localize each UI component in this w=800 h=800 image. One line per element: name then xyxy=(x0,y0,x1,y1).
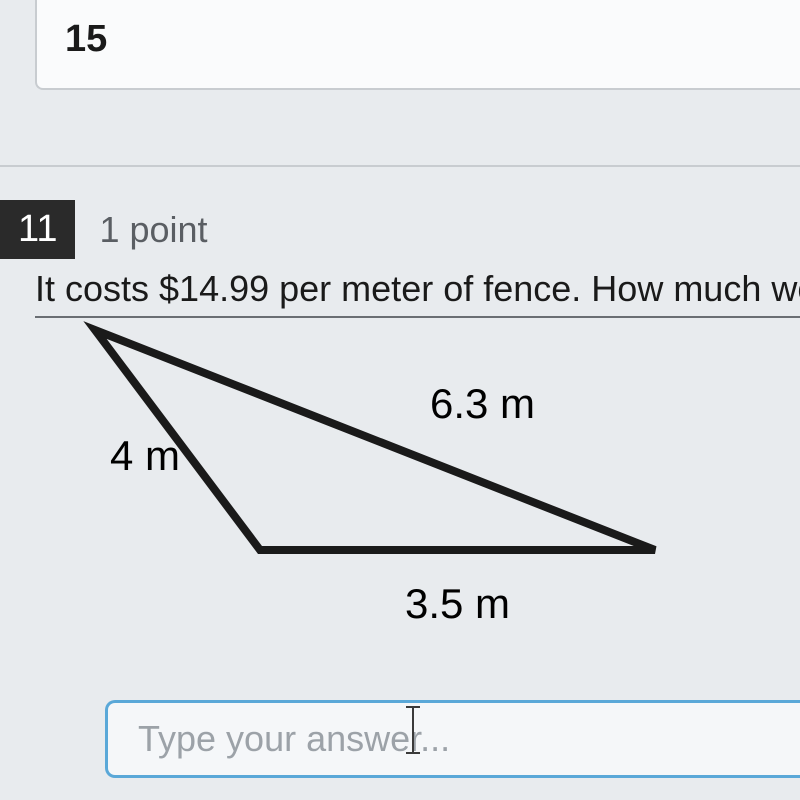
side-label-topright: 6.3 m xyxy=(430,380,535,427)
triangle-svg: 4 m 6.3 m 3.5 m xyxy=(35,310,685,650)
answer-input[interactable]: Type your answer... xyxy=(105,700,800,778)
side-label-left: 4 m xyxy=(110,432,180,479)
question-number-badge: 11 xyxy=(0,200,75,259)
side-label-bottom: 3.5 m xyxy=(405,580,510,627)
text-cursor-icon xyxy=(406,752,420,754)
question-text: It costs $14.99 per meter of fence. How … xyxy=(35,268,800,310)
previous-answer-box[interactable]: 15 xyxy=(35,0,800,90)
previous-answer-value: 15 xyxy=(65,18,107,60)
answer-placeholder: Type your answer... xyxy=(138,718,450,760)
question-header: 11 1 point xyxy=(0,200,208,259)
triangle-figure: 4 m 6.3 m 3.5 m xyxy=(35,310,685,650)
section-divider xyxy=(0,165,800,167)
points-label: 1 point xyxy=(99,209,207,251)
text-cursor-icon xyxy=(412,708,414,752)
